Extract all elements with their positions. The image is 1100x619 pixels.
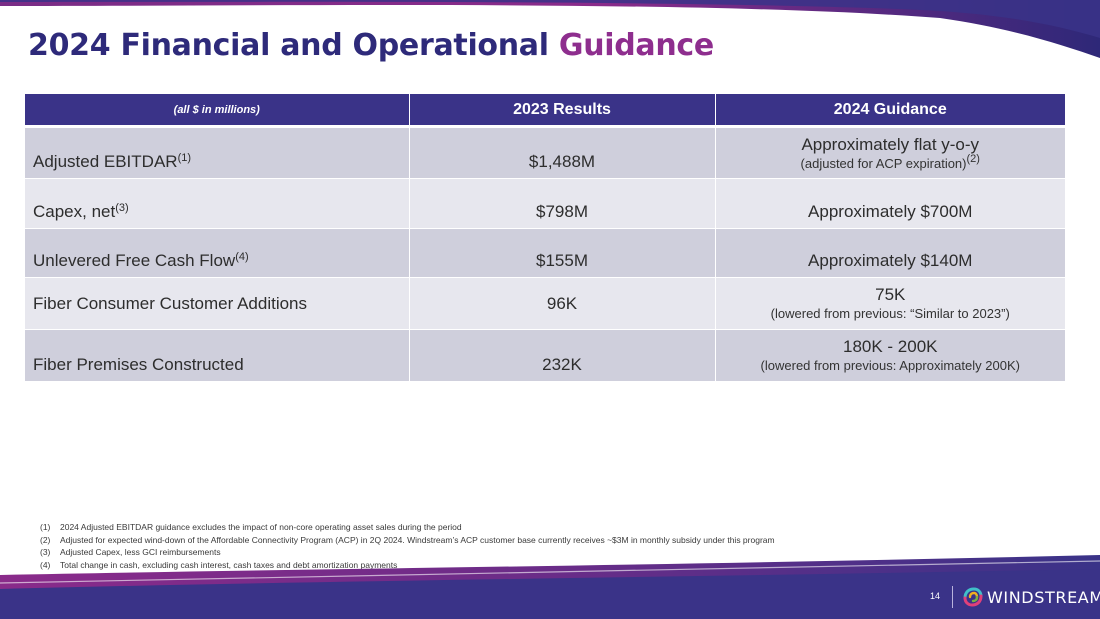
footnote-item: (1) 2024 Adjusted EBITDAR guidance exclud… bbox=[40, 521, 940, 534]
header-2024-guidance: 2024 Guidance bbox=[715, 94, 1065, 128]
footnote-text: Adjusted for expected wind-down of the A… bbox=[60, 534, 775, 545]
footnote-ref: (1) bbox=[177, 152, 192, 164]
footnote-number: (1) bbox=[40, 522, 51, 532]
table-row: Capex, net(3) $798M Approximately $700M bbox=[25, 178, 1065, 229]
metric-cell: Fiber Consumer Customer Additions bbox=[25, 277, 410, 330]
table-row: Unlevered Free Cash Flow(4) $155M Approx… bbox=[25, 228, 1065, 278]
footnote-text: Total change in cash, excluding cash int… bbox=[60, 559, 398, 570]
guidance-main: Approximately flat y-o-y bbox=[801, 134, 980, 154]
guidance-sub: (lowered from previous: “Similar to 2023… bbox=[770, 306, 1010, 321]
metric-cell: Unlevered Free Cash Flow(4) bbox=[25, 228, 410, 278]
footnote-number: (2) bbox=[40, 534, 51, 545]
metric-cell: Fiber Premises Constructed bbox=[25, 329, 410, 382]
bottom-decorative-band bbox=[0, 555, 1100, 619]
table-row: Adjusted EBITDAR(1) $1,488M Approximatel… bbox=[25, 126, 1066, 179]
table-row: Fiber Premises Constructed 232K 180K - 2… bbox=[25, 329, 1065, 382]
footnote-ref: (2) bbox=[966, 152, 980, 165]
guidance-table: (all $ in millions) 2023 Results 2024 Gu… bbox=[25, 94, 1065, 382]
result-cell: $798M bbox=[409, 178, 716, 229]
page-number: 14 bbox=[929, 591, 940, 601]
footnote-text: 2024 Adjusted EBITDAR guidance excludes … bbox=[60, 522, 462, 532]
title-main: 2024 Financial and Operational bbox=[28, 28, 549, 63]
guidance-sub: (lowered from previous: Approximately 20… bbox=[760, 358, 1020, 373]
metric-cell: Adjusted EBITDAR(1) bbox=[25, 126, 410, 179]
metric-label: Fiber Consumer Customer Additions bbox=[33, 293, 308, 313]
guidance-sub: (adjusted for ACP expiration)(2) bbox=[716, 152, 1066, 173]
guidance-main: 75K bbox=[875, 285, 906, 304]
header-2023-results: 2023 Results bbox=[409, 94, 716, 128]
footnote-item: (3) Adjusted Capex, less GCI reimbursemen… bbox=[40, 546, 940, 559]
guidance-cell: Approximately $700M bbox=[715, 178, 1065, 229]
guidance-sub-text: (adjusted for ACP expiration) bbox=[800, 155, 967, 171]
footnote-item: (4) Total change in cash, excluding cash … bbox=[40, 559, 940, 572]
footnote-number: (4) bbox=[40, 559, 51, 570]
guidance-main: 180K - 200K bbox=[842, 337, 938, 356]
result-cell: $155M bbox=[409, 228, 716, 278]
windstream-logo-icon bbox=[963, 587, 983, 607]
footnote-number: (3) bbox=[40, 547, 51, 558]
footnote-item: (2) Adjusted for expected wind-down of th… bbox=[40, 534, 940, 547]
footnotes: (1) 2024 Adjusted EBITDAR guidance exclud… bbox=[40, 521, 940, 571]
result-cell: 96K bbox=[409, 277, 716, 330]
header-units: (all $ in millions) bbox=[25, 94, 410, 128]
guidance-cell: 180K - 200K (lowered from previous: Appr… bbox=[715, 329, 1065, 382]
windstream-logo-text: WINDSTREAM bbox=[987, 588, 1100, 607]
metric-label: Unlevered Free Cash Flow bbox=[33, 251, 236, 270]
footnote-text: Adjusted Capex, less GCI reimbursements bbox=[60, 547, 221, 558]
table-row: Fiber Consumer Customer Additions 96K 75… bbox=[25, 277, 1065, 330]
metric-label: Adjusted EBITDAR bbox=[33, 152, 178, 171]
metric-label: Fiber Premises Constructed bbox=[33, 355, 244, 374]
title-accent: Guidance bbox=[558, 28, 714, 63]
result-cell: 232K bbox=[409, 329, 716, 382]
logo-divider bbox=[952, 586, 953, 608]
guidance-cell: 75K (lowered from previous: “Similar to … bbox=[715, 277, 1065, 330]
footnote-ref: (4) bbox=[235, 251, 249, 263]
page-title: 2024 Financial and Operational Guidance bbox=[28, 28, 714, 63]
guidance-cell: Approximately $140M bbox=[715, 228, 1065, 278]
metric-label: Capex, net bbox=[33, 202, 116, 221]
footnote-ref: (3) bbox=[115, 202, 129, 214]
guidance-cell: Approximately flat y-o-y (adjusted for A… bbox=[715, 126, 1066, 179]
metric-cell: Capex, net(3) bbox=[25, 178, 410, 229]
result-cell: $1,488M bbox=[409, 126, 716, 179]
table-header-row: (all $ in millions) 2023 Results 2024 Gu… bbox=[25, 94, 1065, 128]
top-decorative-band bbox=[0, 0, 1100, 58]
